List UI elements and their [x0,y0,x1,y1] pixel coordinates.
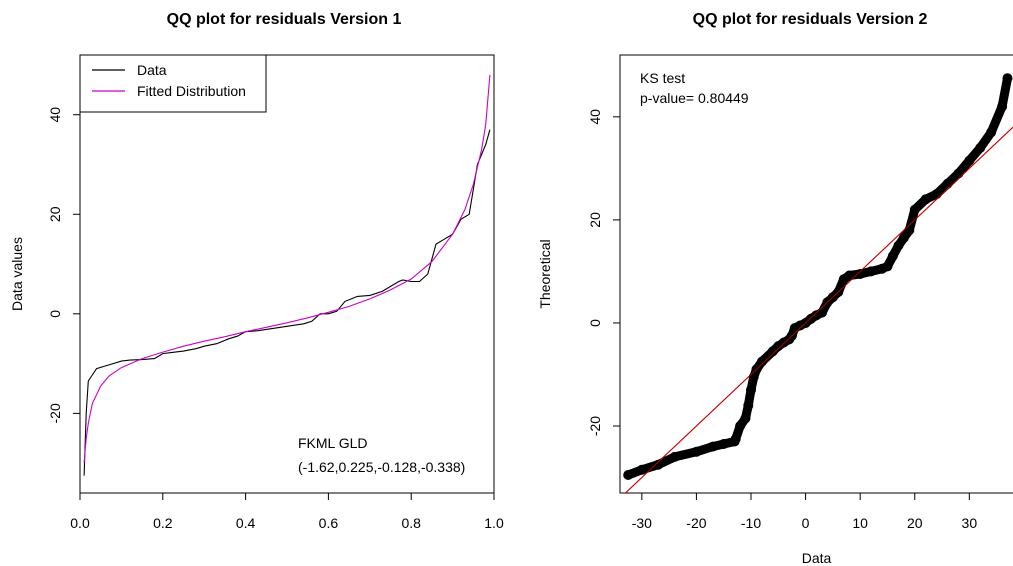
scatter-point [844,270,855,281]
scatter-point [718,439,729,449]
series-line-data [83,129,491,476]
legend-box [79,54,267,113]
scatter-point [707,441,718,452]
y-tick-label: 20 [587,212,603,228]
reference-line-overlay [624,126,1013,493]
scatter-point [920,194,931,205]
scatter-point [756,356,767,367]
annotation-line: (-1.62,0.225,-0.128,-0.338) [298,459,465,475]
scatter-point [746,384,756,395]
plot-frame [619,54,1013,494]
scatter-point [730,433,741,444]
scatter-point [743,400,754,411]
scatter-point [986,127,997,138]
chart-title: QQ plot for residuals Version 2 [693,11,928,28]
annotation-line: FKML GLD [298,435,368,451]
scatter-point [909,204,920,215]
scatter-point [975,142,986,153]
scatter-point [817,307,827,318]
scatter-point [669,451,680,462]
chart-title: QQ plot for residuals Version 1 [167,11,402,28]
scatter-point [893,240,904,251]
y-axis-label: Data values [9,237,25,311]
y-tick-label: 40 [587,109,603,125]
scatter-point [904,225,915,236]
scatter-trace [623,73,1012,480]
x-tick-label: 0.2 [153,515,173,531]
scatter-point [623,470,634,480]
scatter-point [636,464,647,475]
x-tick-label: -30 [632,515,652,531]
scatter-point [953,168,964,179]
plot-area [623,73,1013,493]
plot-area [83,74,491,476]
scatter-point [855,269,866,279]
scatter-point [997,101,1008,112]
legend-entry: Data [137,62,167,78]
x-tick-label: 1.0 [484,515,504,531]
x-tick-label: 0.8 [401,515,421,531]
y-tick-label: 20 [47,206,63,222]
x-tick-label: 0.0 [70,515,90,531]
scatter-point [964,155,975,166]
scatter-point [887,251,898,261]
x-tick-label: 0.6 [319,515,339,531]
scatter-point [942,178,953,189]
y-axis-label: Theoretical [537,239,553,308]
x-tick-label: 10 [852,515,868,531]
legend-entry: Fitted Distribution [137,83,246,99]
scatter-point [740,413,751,424]
scatter-point [653,459,664,470]
series-line-fitted-distribution [83,74,491,464]
scatter-point [931,189,942,200]
x-tick-label: -10 [741,515,761,531]
scatter-point [882,261,893,272]
scatter-point [691,446,702,457]
scatter-point [898,232,909,243]
y-tick-label: 40 [47,107,63,123]
y-tick-label: -20 [587,416,603,436]
annotation-line: KS test [640,70,685,86]
x-tick-label: 30 [962,515,978,531]
y-tick-label: 0 [47,310,63,318]
x-tick-label: 20 [907,515,923,531]
scatter-point [866,266,877,277]
x-tick-label: -20 [686,515,706,531]
x-tick-label: 0 [802,515,810,531]
x-axis-label: Data [802,550,832,566]
x-tick-label: 0.4 [236,515,256,531]
scatter-point [1002,73,1013,84]
annotation-line: p-value= 0.80449 [640,90,749,106]
scatter-point [735,421,746,431]
y-tick-label: -20 [47,403,63,423]
y-tick-label: 0 [587,319,603,327]
plot-frame [79,54,495,494]
